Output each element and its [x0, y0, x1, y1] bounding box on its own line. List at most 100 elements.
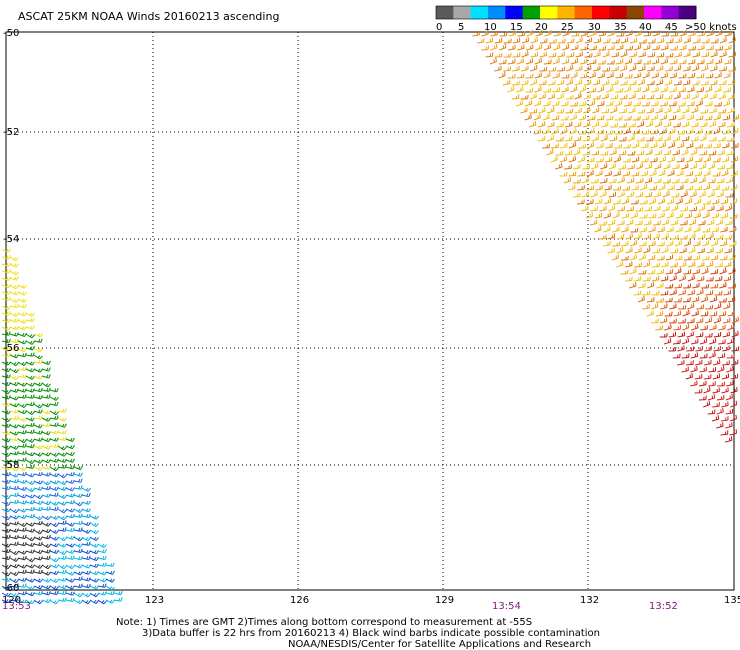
barb-flag	[691, 372, 693, 377]
barb-flag	[714, 338, 717, 343]
barb-flag	[46, 394, 49, 399]
barb-flag	[8, 577, 11, 582]
barb-flag	[535, 64, 538, 70]
wind-barb	[590, 194, 598, 198]
barb-flag	[661, 199, 664, 203]
wind-barb	[724, 237, 732, 240]
wind-barb	[564, 125, 573, 128]
wind-barb	[621, 244, 629, 247]
barb-flag	[690, 197, 693, 203]
wind-barb	[636, 124, 644, 128]
wind-barb	[41, 508, 49, 511]
wind-barb	[690, 384, 698, 387]
barb-flag	[6, 339, 9, 343]
barb-flag	[595, 30, 597, 35]
wind-barb	[529, 96, 537, 100]
wind-barb	[566, 68, 574, 72]
wind-barb	[582, 124, 590, 128]
wind-barb	[17, 550, 25, 555]
wind-barb	[57, 536, 65, 542]
wind-barb	[656, 272, 664, 275]
wind-barb	[25, 459, 33, 465]
legend-swatch	[626, 6, 645, 19]
wind-barb	[700, 328, 708, 331]
barb-flag	[29, 586, 33, 589]
wind-barb	[692, 258, 700, 261]
barb-flag	[493, 59, 496, 63]
barb-flag	[55, 600, 59, 605]
barb-flag	[23, 439, 27, 444]
barb-flag	[37, 452, 41, 456]
wind-barb	[580, 34, 588, 37]
wind-barb	[617, 209, 625, 212]
wind-barb	[49, 557, 57, 563]
wind-barb	[730, 173, 738, 177]
barb-flag	[706, 64, 709, 69]
wind-barb	[624, 61, 632, 65]
wind-barb	[648, 244, 656, 247]
wind-barb	[547, 96, 555, 100]
wind-barb	[729, 229, 737, 233]
barb-flag	[80, 527, 83, 532]
wind-barb	[543, 62, 551, 65]
wind-barb	[1, 263, 9, 267]
wind-barb	[714, 306, 722, 310]
barb-flag	[715, 92, 717, 98]
barb-flag	[639, 43, 642, 48]
wind-barb	[575, 40, 583, 44]
wind-barb	[682, 97, 690, 100]
barb-flag	[571, 64, 574, 69]
wind-barb	[722, 334, 730, 338]
wind-barb	[701, 68, 709, 72]
wind-barb	[49, 571, 57, 575]
wind-barb	[537, 139, 545, 142]
barb-flag	[69, 585, 73, 589]
barb-flag	[31, 313, 35, 317]
wind-barb	[105, 571, 113, 575]
wind-barb	[25, 473, 33, 478]
wind-barb	[723, 62, 731, 65]
barb-flag	[80, 513, 83, 518]
barb-flag	[6, 508, 9, 512]
barb-flag	[13, 285, 17, 289]
wind-barb	[25, 361, 33, 366]
wind-barb	[1, 396, 9, 400]
wind-barb	[603, 201, 611, 205]
wind-barb	[633, 62, 641, 65]
wind-barb	[25, 375, 33, 380]
wind-barb	[615, 62, 623, 65]
wind-barb	[81, 522, 89, 527]
barb-flag	[13, 431, 17, 435]
barb-flag	[54, 473, 57, 477]
wind-barb	[9, 571, 17, 576]
wind-barb	[598, 34, 606, 37]
wind-barb	[651, 75, 659, 79]
barb-flag	[16, 276, 19, 281]
wind-barb	[494, 41, 502, 44]
wind-barb	[1, 536, 9, 539]
wind-barb	[57, 487, 65, 492]
wind-barb	[694, 377, 702, 380]
barb-flag	[6, 296, 9, 301]
barb-flag	[93, 536, 97, 540]
wind-barb	[41, 543, 49, 548]
barb-flag	[95, 537, 99, 541]
barb-flag	[37, 348, 41, 352]
wind-barb	[49, 480, 57, 485]
wind-barb	[25, 543, 33, 547]
barb-flag	[88, 500, 91, 505]
wind-barb	[606, 75, 614, 79]
wind-barb	[17, 585, 25, 588]
wind-barb	[726, 153, 734, 156]
wind-barb	[17, 522, 25, 527]
wind-barb	[485, 55, 493, 58]
barb-flag	[40, 541, 43, 546]
barb-flag	[63, 452, 67, 457]
wind-barb	[49, 592, 57, 596]
barb-flag	[30, 569, 33, 574]
wind-barb	[1, 249, 9, 253]
wind-barb	[651, 306, 659, 310]
barb-flag	[8, 374, 11, 379]
wind-barb	[675, 216, 683, 219]
barb-flag	[95, 593, 99, 598]
